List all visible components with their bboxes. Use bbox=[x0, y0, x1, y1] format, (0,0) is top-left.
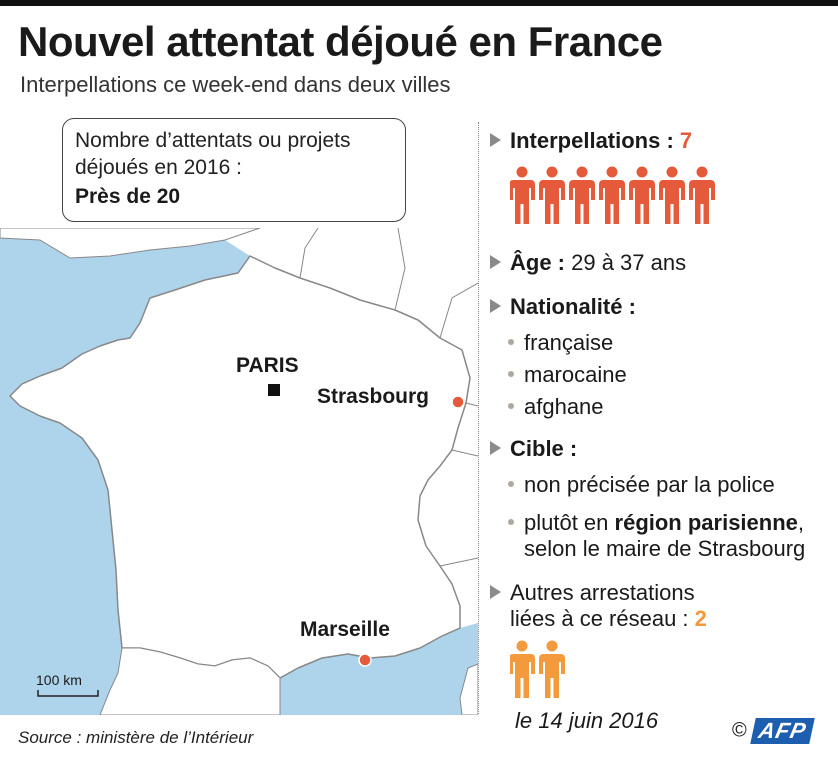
bullet-triangle-icon bbox=[490, 585, 501, 599]
target-item: plutôt en région parisienne, bbox=[508, 510, 804, 536]
agency-credit: © AFP bbox=[732, 718, 815, 744]
age-label: Âge : bbox=[510, 250, 565, 275]
person-icon bbox=[599, 166, 625, 224]
city-label-marseille: Marseille bbox=[300, 618, 390, 641]
target-row: Cible : bbox=[490, 436, 577, 462]
nationality-label: Nationalité : bbox=[510, 294, 636, 319]
related-arrests-icons bbox=[510, 640, 565, 698]
person-icon bbox=[629, 166, 655, 224]
publication-date: le 14 juin 2016 bbox=[515, 708, 659, 733]
page-title: Nouvel attentat déjoué en France bbox=[18, 18, 663, 65]
target-item-continuation: selon le maire de Strasbourg bbox=[524, 536, 806, 561]
arrests-row: Interpellations : 7 bbox=[490, 128, 692, 154]
scale-label: 100 km bbox=[36, 672, 82, 688]
marseille-marker bbox=[358, 653, 372, 667]
callout-question: Nombre d’attentats ou projets déjoués en… bbox=[75, 129, 351, 179]
bullet-triangle-icon bbox=[490, 441, 501, 455]
nationality-item: française bbox=[508, 330, 613, 356]
person-icon bbox=[539, 166, 565, 224]
age-value: 29 à 37 ans bbox=[571, 250, 687, 275]
arrests-value: 7 bbox=[679, 128, 693, 153]
page-subtitle: Interpellations ce week-end dans deux vi… bbox=[20, 72, 451, 97]
city-label-paris: PARIS bbox=[236, 354, 299, 377]
target-text: non précisée par la police bbox=[524, 472, 775, 497]
arrests-label: Interpellations : bbox=[510, 128, 674, 153]
callout-answer: Près de 20 bbox=[75, 185, 181, 208]
nationality-item: marocaine bbox=[508, 362, 627, 388]
afp-logo: AFP bbox=[749, 718, 815, 744]
bullet-dot-icon bbox=[508, 371, 514, 377]
sea-mediterranean bbox=[280, 623, 478, 715]
nationality-text: française bbox=[524, 330, 614, 355]
other-arrests-line1: Autres arrestations bbox=[510, 580, 695, 605]
person-icon bbox=[569, 166, 595, 224]
thwarted-attacks-callout: Nombre d’attentats ou projets déjoués en… bbox=[62, 118, 406, 222]
nationality-text: afghane bbox=[524, 394, 604, 419]
target-text-prefix: plutôt en bbox=[524, 510, 615, 535]
person-icon bbox=[539, 640, 565, 698]
top-rule bbox=[0, 0, 838, 6]
nationality-text: marocaine bbox=[524, 362, 627, 387]
france-map bbox=[0, 228, 478, 715]
bullet-dot-icon bbox=[508, 519, 514, 525]
arrested-people-icons bbox=[510, 166, 715, 224]
city-label-strasbourg: Strasbourg bbox=[317, 385, 430, 408]
other-arrests-line2-row: liées à ce réseau : 2 bbox=[510, 606, 707, 632]
bullet-dot-icon bbox=[508, 481, 514, 487]
other-arrests-line2: liées à ce réseau : bbox=[510, 606, 689, 631]
other-arrests-value: 2 bbox=[694, 606, 707, 631]
age-row: Âge : 29 à 37 ans bbox=[490, 250, 686, 276]
target-label: Cible : bbox=[510, 436, 578, 461]
bullet-dot-icon bbox=[508, 403, 514, 409]
strasbourg-marker bbox=[451, 395, 465, 409]
person-icon bbox=[510, 166, 535, 224]
sea-atlantic bbox=[0, 238, 250, 715]
person-icon bbox=[510, 640, 535, 698]
target-item: non précisée par la police bbox=[508, 472, 775, 498]
copyright-symbol: © bbox=[732, 719, 747, 742]
nationality-item: afghane bbox=[508, 394, 604, 420]
source-note: Source : ministère de l’Intérieur bbox=[18, 728, 254, 747]
bullet-triangle-icon bbox=[490, 255, 501, 269]
target-text-suffix: , bbox=[797, 510, 805, 535]
bullet-dot-icon bbox=[508, 339, 514, 345]
paris-marker bbox=[268, 384, 280, 396]
bullet-triangle-icon bbox=[490, 133, 501, 147]
person-icon bbox=[689, 166, 715, 224]
other-arrests-row: Autres arrestations bbox=[490, 580, 695, 606]
bullet-triangle-icon bbox=[490, 299, 501, 313]
nationality-row: Nationalité : bbox=[490, 294, 636, 320]
panel-divider bbox=[478, 122, 479, 714]
person-icon bbox=[659, 166, 685, 224]
scale-bar bbox=[37, 690, 99, 697]
target-text-bold: région parisienne bbox=[614, 510, 798, 535]
